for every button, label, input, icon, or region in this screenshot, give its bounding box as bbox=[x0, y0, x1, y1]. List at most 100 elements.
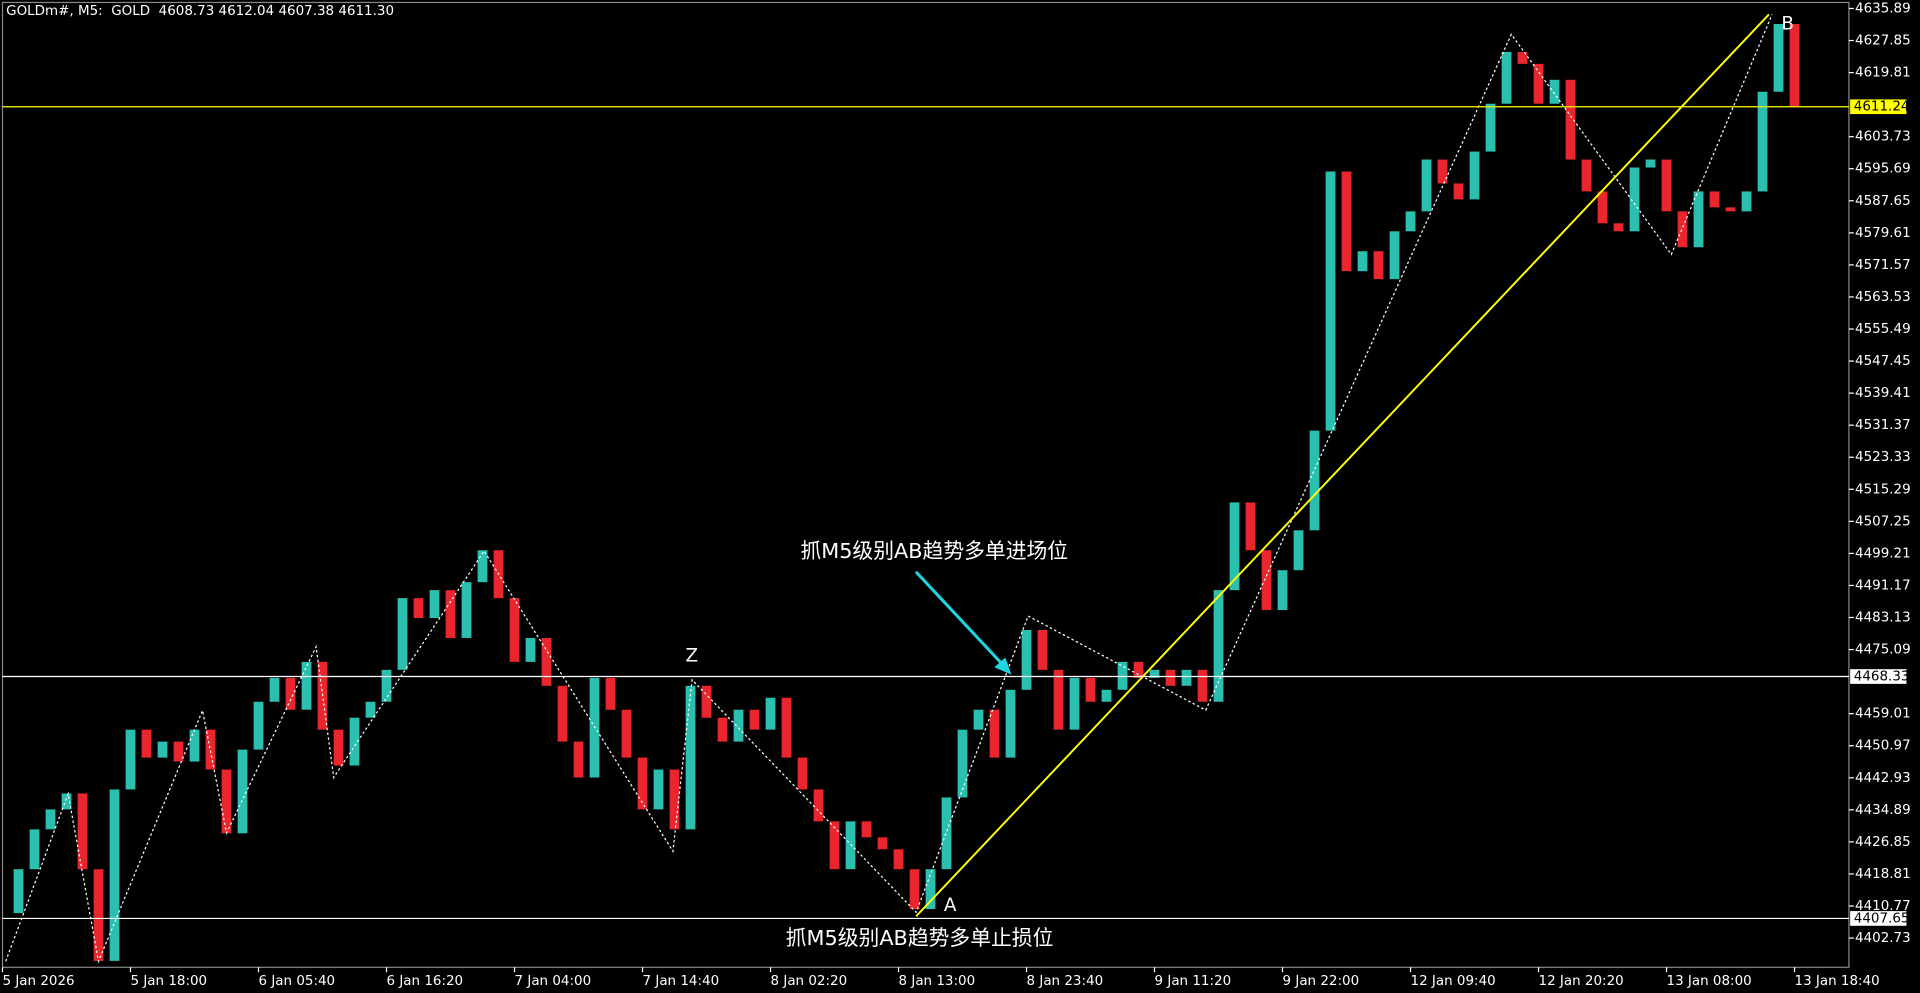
candle bbox=[301, 661, 312, 710]
y-tick-label: 4507.25 bbox=[1855, 514, 1911, 529]
candle bbox=[141, 729, 152, 758]
candle bbox=[1485, 103, 1496, 152]
candle bbox=[77, 793, 88, 870]
candle bbox=[1597, 191, 1608, 224]
level-label-box bbox=[1850, 911, 1907, 926]
x-tick-label: 5 Jan 18:00 bbox=[131, 974, 208, 989]
candle bbox=[1165, 669, 1176, 686]
candle bbox=[829, 821, 840, 870]
candle bbox=[1693, 191, 1704, 248]
y-tick-label: 4595.69 bbox=[1855, 162, 1911, 177]
candle bbox=[61, 793, 72, 810]
candle bbox=[941, 797, 952, 870]
candle bbox=[365, 701, 376, 718]
candle bbox=[1517, 51, 1528, 64]
candle bbox=[333, 729, 344, 766]
candle bbox=[461, 582, 472, 638]
candle bbox=[1549, 79, 1560, 104]
x-tick-label: 7 Jan 14:40 bbox=[643, 974, 720, 989]
y-tick-label: 4635.89 bbox=[1855, 1, 1911, 16]
candle bbox=[1661, 159, 1672, 212]
x-tick-label: 8 Jan 13:00 bbox=[899, 974, 976, 989]
candle bbox=[45, 809, 56, 830]
y-tick-label: 4499.21 bbox=[1855, 546, 1911, 561]
candle bbox=[1437, 159, 1448, 184]
candle bbox=[1181, 669, 1192, 686]
y-tick-label: 4491.17 bbox=[1855, 578, 1911, 593]
candle bbox=[1133, 661, 1144, 678]
y-tick-label: 4587.65 bbox=[1855, 194, 1911, 209]
candle bbox=[1741, 191, 1752, 212]
candle bbox=[509, 598, 520, 662]
candle bbox=[1709, 191, 1720, 208]
candle bbox=[1405, 211, 1416, 232]
candle bbox=[1293, 530, 1304, 571]
candle bbox=[1309, 430, 1320, 531]
candle bbox=[1325, 171, 1336, 431]
candle bbox=[845, 821, 856, 870]
candle bbox=[205, 729, 216, 770]
y-tick-label: 4515.29 bbox=[1855, 482, 1911, 497]
candle bbox=[701, 685, 712, 718]
candle bbox=[397, 598, 408, 670]
y-tick-label: 4475.09 bbox=[1855, 643, 1911, 658]
candle bbox=[781, 697, 792, 758]
x-tick-label: 8 Jan 23:40 bbox=[1027, 974, 1104, 989]
level-label: 4611.24 bbox=[1854, 100, 1910, 115]
candle bbox=[1533, 63, 1544, 104]
candle bbox=[1277, 570, 1288, 611]
candle bbox=[925, 869, 936, 910]
candle bbox=[733, 709, 744, 742]
x-tick-label: 9 Jan 22:00 bbox=[1283, 974, 1360, 989]
candle bbox=[349, 717, 360, 766]
candle bbox=[1053, 669, 1064, 730]
candle bbox=[1373, 251, 1384, 280]
candle bbox=[541, 637, 552, 686]
y-tick-label: 4523.33 bbox=[1855, 450, 1911, 465]
y-tick-label: 4603.73 bbox=[1855, 130, 1911, 145]
x-tick-label: 6 Jan 16:20 bbox=[387, 974, 464, 989]
x-tick-label: 7 Jan 04:00 bbox=[515, 974, 592, 989]
x-tick-label: 5 Jan 2026 bbox=[3, 974, 75, 989]
candle bbox=[1341, 171, 1352, 272]
y-tick-label: 4531.37 bbox=[1855, 418, 1911, 433]
candle bbox=[1389, 231, 1400, 280]
candle bbox=[1645, 159, 1656, 168]
y-tick-label: 4555.49 bbox=[1855, 322, 1911, 337]
candle bbox=[381, 669, 392, 702]
level-label-box bbox=[1850, 669, 1907, 684]
candle bbox=[685, 685, 696, 830]
candle bbox=[813, 789, 824, 822]
candle bbox=[1229, 502, 1240, 591]
candle bbox=[1069, 677, 1080, 730]
candle bbox=[637, 757, 648, 810]
candle bbox=[1757, 91, 1768, 192]
candle bbox=[1501, 51, 1512, 104]
y-tick-label: 4442.93 bbox=[1855, 771, 1911, 786]
y-tick-label: 4483.13 bbox=[1855, 611, 1911, 626]
x-tick-label: 12 Jan 20:20 bbox=[1539, 974, 1624, 989]
candle bbox=[573, 741, 584, 778]
y-tick-label: 4619.81 bbox=[1855, 66, 1911, 81]
annotation: Z bbox=[686, 645, 699, 666]
candle bbox=[653, 769, 664, 810]
candle bbox=[157, 741, 168, 758]
y-tick-label: 4410.77 bbox=[1855, 899, 1911, 914]
candle bbox=[893, 849, 904, 870]
candle bbox=[557, 685, 568, 742]
candle bbox=[973, 709, 984, 730]
candle bbox=[877, 837, 888, 850]
candle bbox=[125, 729, 136, 790]
arrow-head bbox=[994, 657, 1012, 675]
candle bbox=[621, 709, 632, 758]
y-tick-label: 4563.53 bbox=[1855, 290, 1911, 305]
candle bbox=[1085, 677, 1096, 702]
candle bbox=[1469, 151, 1480, 200]
candle bbox=[605, 677, 616, 710]
candle bbox=[1197, 669, 1208, 702]
candle bbox=[1357, 251, 1368, 272]
annotation: 抓M5级别AB趋势多单止损位 bbox=[786, 926, 1054, 950]
y-tick-label: 4539.41 bbox=[1855, 386, 1911, 401]
